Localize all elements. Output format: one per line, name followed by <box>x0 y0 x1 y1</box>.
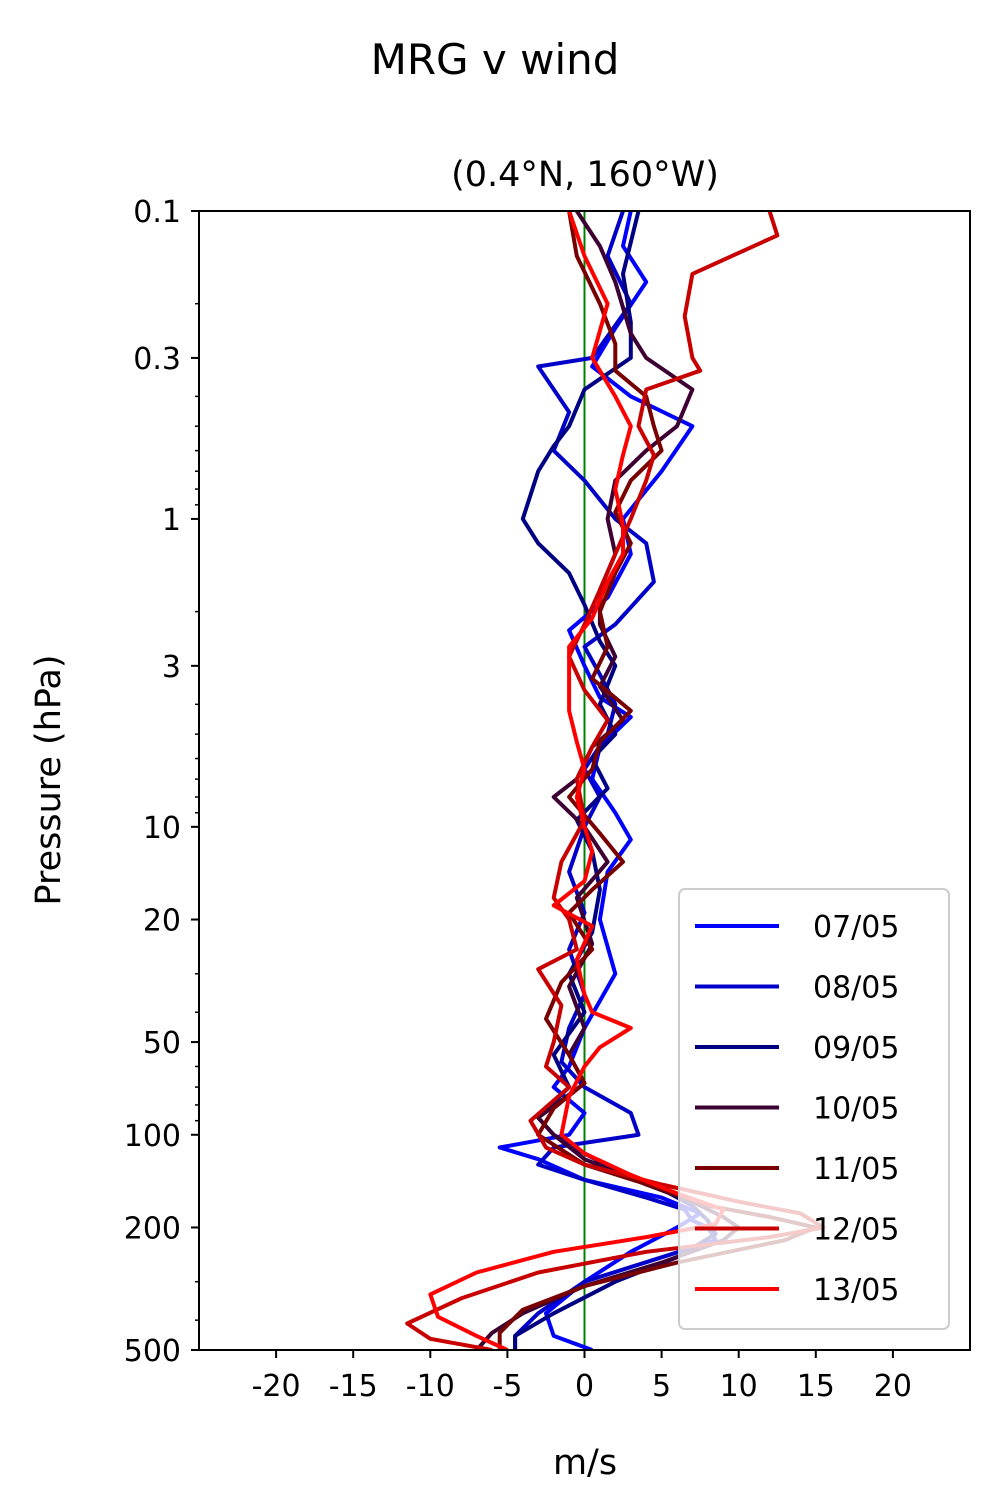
series-lines <box>405 211 826 1350</box>
x-tick-label: -20 <box>252 1369 301 1404</box>
x-tick-label: 20 <box>874 1369 912 1404</box>
y-tick-label: 0.1 <box>133 195 181 230</box>
y-axis-ticks: 0.1 0.3 1 3 10 20 50 100 200 500 <box>124 195 199 1369</box>
x-tick-label: -10 <box>406 1369 455 1404</box>
x-axis-label: m/s <box>553 1443 617 1483</box>
y-tick-label: 100 <box>124 1119 181 1154</box>
chart-subtitle: (0.4°N, 160°W) <box>451 155 719 195</box>
x-tick-label: 5 <box>652 1369 671 1404</box>
y-tick-label: 200 <box>124 1211 181 1246</box>
legend-box <box>678 888 950 1330</box>
x-axis-ticks: -20 -15 -10 -5 0 5 10 15 20 <box>252 1350 912 1404</box>
y-tick-label: 3 <box>162 650 181 685</box>
x-tick-label: 15 <box>797 1369 835 1404</box>
y-tick-label: 500 <box>124 1334 181 1369</box>
chart-title: MRG v wind <box>371 35 620 84</box>
legend-label: 10/05 <box>813 1092 899 1127</box>
legend-label: 09/05 <box>813 1031 899 1066</box>
y-tick-label: 1 <box>162 503 181 538</box>
legend-label: 11/05 <box>813 1152 899 1187</box>
y-tick-label: 20 <box>143 904 181 939</box>
y-tick-label: 0.3 <box>133 342 181 377</box>
plot-frame <box>198 210 971 1351</box>
x-tick-label: 0 <box>575 1369 594 1404</box>
y-axis-label: Pressure (hPa) <box>29 654 69 905</box>
legend-label: 08/05 <box>813 971 899 1006</box>
legend-label: 07/05 <box>813 910 899 945</box>
y-tick-label: 10 <box>143 811 181 846</box>
legend: 07/05 08/05 09/05 10/05 11/05 12/05 13/05 <box>678 888 950 1330</box>
x-tick-label: -5 <box>492 1369 522 1404</box>
y-tick-label: 50 <box>143 1026 181 1061</box>
x-tick-label: 10 <box>720 1369 758 1404</box>
legend-label: 12/05 <box>813 1213 899 1248</box>
x-tick-label: -15 <box>329 1369 378 1404</box>
legend-label: 13/05 <box>813 1273 899 1308</box>
